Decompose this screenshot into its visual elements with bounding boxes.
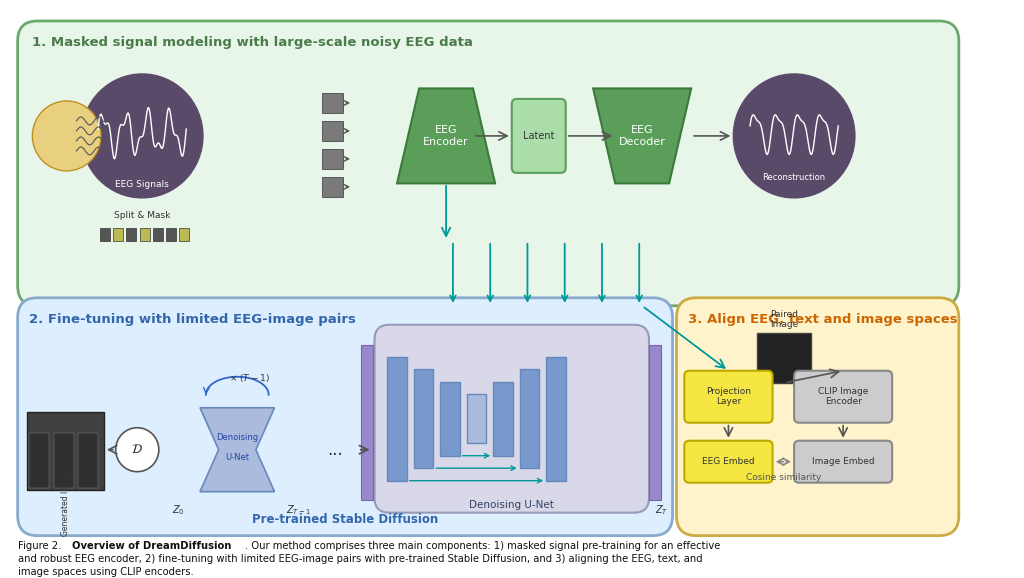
Bar bbox=[360, 344, 373, 499]
Text: Generated Image: Generated Image bbox=[61, 469, 71, 536]
Text: EEG Signals: EEG Signals bbox=[116, 180, 169, 190]
Bar bbox=[114, 228, 123, 241]
FancyBboxPatch shape bbox=[677, 298, 958, 536]
Text: Cosine similarity: Cosine similarity bbox=[745, 473, 821, 482]
Bar bbox=[387, 357, 407, 481]
Bar bbox=[28, 412, 103, 490]
Bar bbox=[322, 177, 343, 197]
Bar bbox=[100, 228, 110, 241]
Bar bbox=[649, 344, 660, 499]
Circle shape bbox=[733, 74, 855, 198]
FancyBboxPatch shape bbox=[684, 370, 772, 423]
Text: $Z_{T-1}$: $Z_{T-1}$ bbox=[287, 503, 311, 517]
Polygon shape bbox=[397, 88, 495, 183]
Text: CLIP Image
Encoder: CLIP Image Encoder bbox=[818, 387, 868, 406]
Bar bbox=[414, 369, 433, 468]
Bar bbox=[519, 369, 540, 468]
Text: Denoising U-Net: Denoising U-Net bbox=[469, 499, 554, 510]
Text: 3. Align EEG, text and image spaces: 3. Align EEG, text and image spaces bbox=[688, 313, 957, 327]
Text: Denoising: Denoising bbox=[216, 434, 258, 442]
FancyBboxPatch shape bbox=[375, 325, 649, 513]
Bar bbox=[127, 228, 136, 241]
Polygon shape bbox=[593, 88, 691, 183]
Bar bbox=[494, 381, 513, 455]
Text: U-Net: U-Net bbox=[225, 453, 249, 462]
Text: ...: ... bbox=[328, 440, 343, 459]
FancyBboxPatch shape bbox=[795, 370, 892, 423]
Bar bbox=[30, 433, 49, 488]
FancyBboxPatch shape bbox=[17, 298, 673, 536]
Text: Split & Mask: Split & Mask bbox=[114, 212, 170, 220]
Bar bbox=[79, 433, 98, 488]
Text: and robust EEG encoder, 2) fine-tuning with limited EEG-image pairs with pre-tra: and robust EEG encoder, 2) fine-tuning w… bbox=[17, 554, 702, 564]
Text: Figure 2.: Figure 2. bbox=[17, 540, 68, 551]
Bar bbox=[440, 381, 460, 455]
Bar bbox=[467, 394, 486, 443]
Text: 2. Fine-tuning with limited EEG-image pairs: 2. Fine-tuning with limited EEG-image pa… bbox=[30, 313, 356, 327]
Text: Image Embed: Image Embed bbox=[812, 457, 874, 466]
Polygon shape bbox=[200, 407, 274, 492]
Text: image spaces using CLIP encoders.: image spaces using CLIP encoders. bbox=[17, 566, 194, 577]
Text: $Z_T$: $Z_T$ bbox=[655, 503, 669, 517]
Bar bbox=[757, 333, 811, 383]
Bar bbox=[153, 228, 163, 241]
Text: EEG Embed: EEG Embed bbox=[702, 457, 755, 466]
Text: Pre-trained Stable Diffusion: Pre-trained Stable Diffusion bbox=[252, 513, 438, 526]
Bar bbox=[139, 228, 150, 241]
Bar bbox=[546, 357, 565, 481]
Text: EEG
Encoder: EEG Encoder bbox=[423, 125, 469, 147]
Text: Reconstruction: Reconstruction bbox=[763, 173, 825, 183]
Circle shape bbox=[81, 74, 203, 198]
Circle shape bbox=[116, 428, 159, 472]
FancyBboxPatch shape bbox=[684, 440, 772, 483]
FancyBboxPatch shape bbox=[795, 440, 892, 483]
Bar bbox=[322, 121, 343, 141]
FancyBboxPatch shape bbox=[512, 99, 565, 173]
Bar bbox=[54, 433, 74, 488]
Text: $\times$ $(T-1)$: $\times$ $(T-1)$ bbox=[228, 372, 269, 384]
Text: 1. Masked signal modeling with large-scale noisy EEG data: 1. Masked signal modeling with large-sca… bbox=[33, 36, 473, 50]
Text: Paired
Image: Paired Image bbox=[770, 310, 799, 329]
Bar bbox=[166, 228, 176, 241]
Bar bbox=[322, 149, 343, 169]
Bar bbox=[322, 93, 343, 113]
Bar bbox=[179, 228, 189, 241]
Text: EEG
Decoder: EEG Decoder bbox=[618, 125, 666, 147]
Text: $\mathcal{D}$: $\mathcal{D}$ bbox=[131, 443, 143, 456]
Text: Latent: Latent bbox=[523, 131, 554, 141]
Text: Projection
Layer: Projection Layer bbox=[706, 387, 751, 406]
FancyBboxPatch shape bbox=[17, 21, 958, 306]
Text: . Our method comprises three main components: 1) masked signal pre-training for : . Our method comprises three main compon… bbox=[245, 540, 721, 551]
Text: $Z_0$: $Z_0$ bbox=[172, 503, 184, 517]
Text: Overview of DreamDiffusion: Overview of DreamDiffusion bbox=[72, 540, 231, 551]
Circle shape bbox=[33, 101, 101, 171]
